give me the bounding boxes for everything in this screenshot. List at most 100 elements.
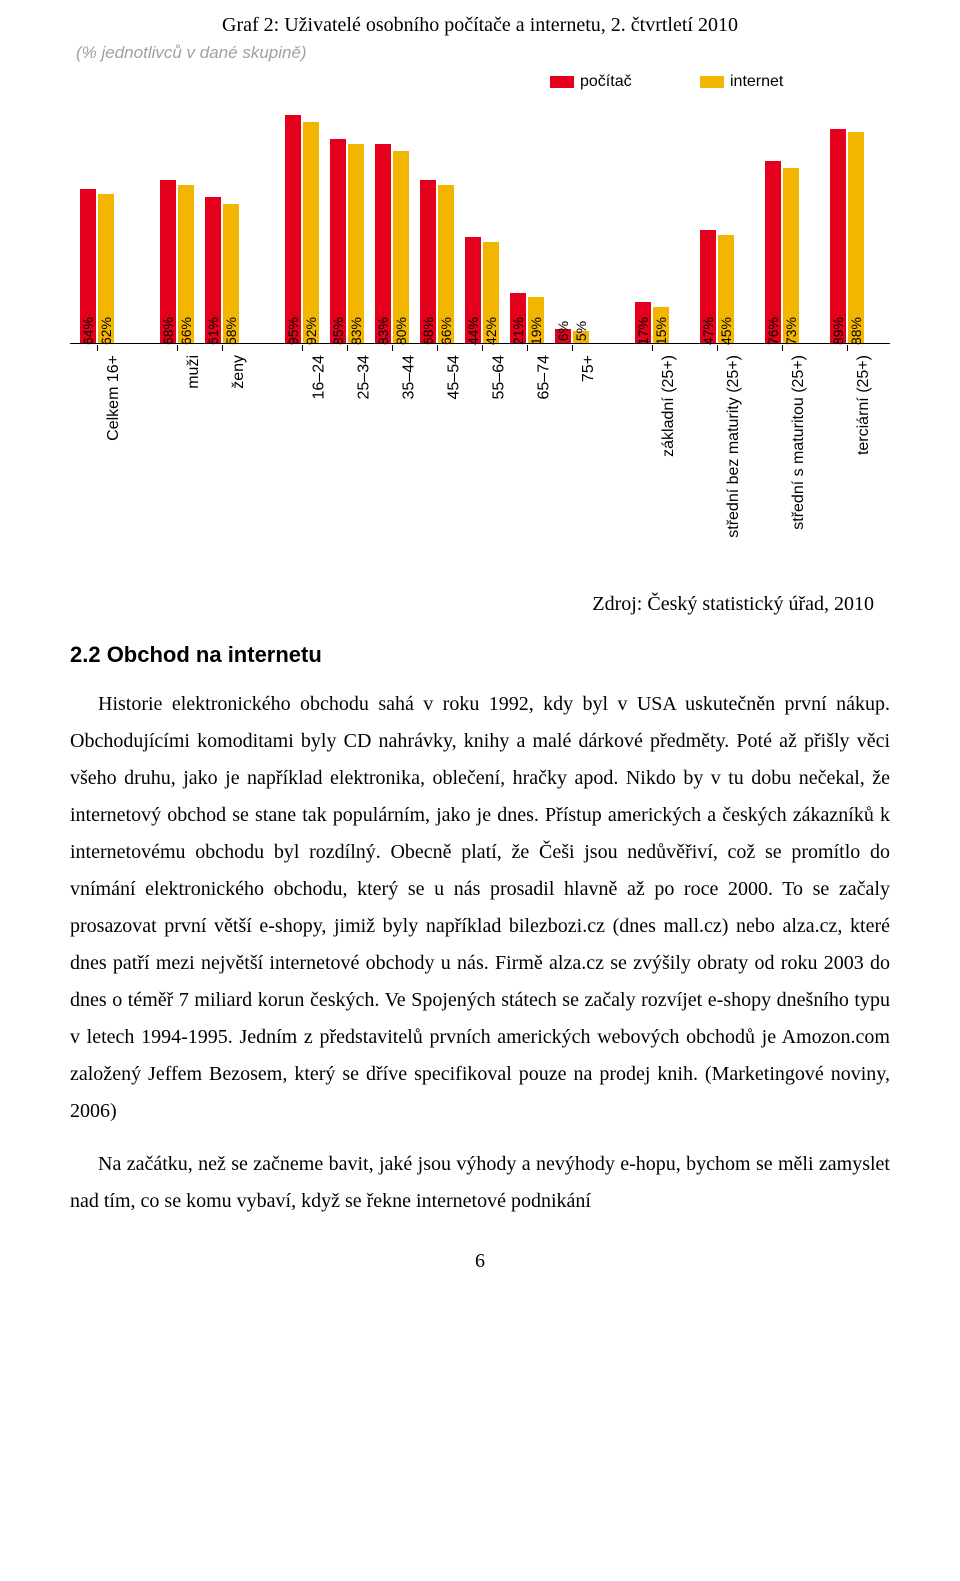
bar-value-label: 19% <box>528 317 544 345</box>
x-axis-label: Celkem 16+ <box>105 355 123 441</box>
bar-value-label: 76% <box>765 317 781 345</box>
axis-tick <box>527 345 528 351</box>
axis-tick <box>392 345 393 351</box>
bar: 68% <box>420 180 436 343</box>
x-axis-label: ženy <box>230 355 248 389</box>
bar: 92% <box>303 122 319 343</box>
bar-value-label: 6% <box>555 321 571 341</box>
bar-value-label: 68% <box>160 317 176 345</box>
bar: 68% <box>160 180 176 343</box>
bar-value-label: 89% <box>830 317 846 345</box>
axis-tick <box>437 345 438 351</box>
bar-value-label: 44% <box>465 317 481 345</box>
bar: 66% <box>438 185 454 343</box>
plot-area: 64%62%68%66%61%58%95%92%85%83%83%80%68%6… <box>70 103 890 344</box>
x-axis-label: 65–74 <box>535 355 553 400</box>
bar: 66% <box>178 185 194 343</box>
axis-tick <box>97 345 98 351</box>
chart-source: Zdroj: Český statistický úřad, 2010 <box>70 593 874 616</box>
bar-group: 61%58% <box>205 197 239 343</box>
axis-tick <box>177 345 178 351</box>
bar: 64% <box>80 189 96 343</box>
bar-value-label: 5% <box>573 321 589 341</box>
bar-group: 44%42% <box>465 237 499 343</box>
bar: 80% <box>393 151 409 343</box>
bar-value-label: 42% <box>483 317 499 345</box>
x-axis-label: 16–24 <box>310 355 328 400</box>
legend-swatch <box>700 76 724 88</box>
x-axis-label: střední s maturitou (25+) <box>790 355 808 530</box>
bar-group: 95%92% <box>285 115 319 343</box>
x-axis-label: 35–44 <box>400 355 418 400</box>
bar-value-label: 83% <box>375 317 391 345</box>
x-axis-label: střední bez maturity (25+) <box>725 355 743 538</box>
bar-value-label: 66% <box>438 317 454 345</box>
bar-value-label: 62% <box>98 317 114 345</box>
axis-tick <box>652 345 653 351</box>
legend-label: internet <box>730 73 783 91</box>
bar: 45% <box>718 235 734 343</box>
axis-tick <box>222 345 223 351</box>
bar: 85% <box>330 139 346 343</box>
legend-item-internet: internet <box>700 73 783 91</box>
axis-tick <box>782 345 783 351</box>
x-axis-label: 75+ <box>580 355 598 382</box>
bar: 58% <box>223 204 239 343</box>
x-axis-label: 25–34 <box>355 355 373 400</box>
bar-group: 21%19% <box>510 293 544 343</box>
bar-value-label: 45% <box>718 317 734 345</box>
bar: 47% <box>700 230 716 343</box>
bar: 83% <box>348 144 364 343</box>
bar: 83% <box>375 144 391 343</box>
bar-group: 85%83% <box>330 139 364 343</box>
bar: 5% <box>573 331 589 343</box>
bar: 19% <box>528 297 544 343</box>
body-paragraph: Historie elektronického obchodu sahá v r… <box>70 686 890 1130</box>
bar: 61% <box>205 197 221 343</box>
bar-value-label: 21% <box>510 317 526 345</box>
bar: 95% <box>285 115 301 343</box>
bar-group: 76%73% <box>765 161 799 343</box>
bar-value-label: 15% <box>653 317 669 345</box>
x-axis-label: terciární (25+) <box>855 355 873 455</box>
bar-group: 83%80% <box>375 144 409 343</box>
x-axis-label: 45–54 <box>445 355 463 400</box>
axis-tick <box>302 345 303 351</box>
bar: 42% <box>483 242 499 343</box>
bar-value-label: 64% <box>80 317 96 345</box>
bar-group: 68%66% <box>420 180 454 343</box>
bar-value-label: 58% <box>223 317 239 345</box>
page-number: 6 <box>70 1250 890 1273</box>
bar-value-label: 92% <box>303 317 319 345</box>
chart-subtitle: (% jednotlivců v dané skupině) <box>76 43 890 63</box>
bar-group: 17%15% <box>635 302 669 343</box>
bar: 89% <box>830 129 846 343</box>
bar: 44% <box>465 237 481 343</box>
bar-value-label: 61% <box>205 317 221 345</box>
bar: 15% <box>653 307 669 343</box>
bar-value-label: 68% <box>420 317 436 345</box>
legend-swatch <box>550 76 574 88</box>
bar-value-label: 95% <box>285 317 301 345</box>
x-axis-label: 55–64 <box>490 355 508 400</box>
chart-title: Graf 2: Uživatelé osobního počítače a in… <box>70 14 890 37</box>
x-axis-labels: Celkem 16+ muži ženy 16–24 25–34 35–44 45–54 55… <box>70 345 890 545</box>
bar-group: 64%62% <box>80 189 114 343</box>
bar-value-label: 85% <box>330 317 346 345</box>
bar-value-label: 88% <box>848 317 864 345</box>
axis-tick <box>347 345 348 351</box>
legend-item-pocitac: počítač <box>550 73 632 91</box>
bar-group: 89%88% <box>830 129 864 343</box>
bar-value-label: 47% <box>700 317 716 345</box>
x-axis-label: základní (25+) <box>660 355 678 457</box>
axis-tick <box>847 345 848 351</box>
bar-group: 68%66% <box>160 180 194 343</box>
bar: 76% <box>765 161 781 343</box>
bar: 88% <box>848 132 864 343</box>
axis-tick <box>482 345 483 351</box>
body-paragraph: Na začátku, než se začneme bavit, jaké j… <box>70 1146 890 1220</box>
bar: 17% <box>635 302 651 343</box>
bar-group: 47%45% <box>700 230 734 343</box>
bar-value-label: 66% <box>178 317 194 345</box>
x-axis-label: muži <box>185 355 203 389</box>
